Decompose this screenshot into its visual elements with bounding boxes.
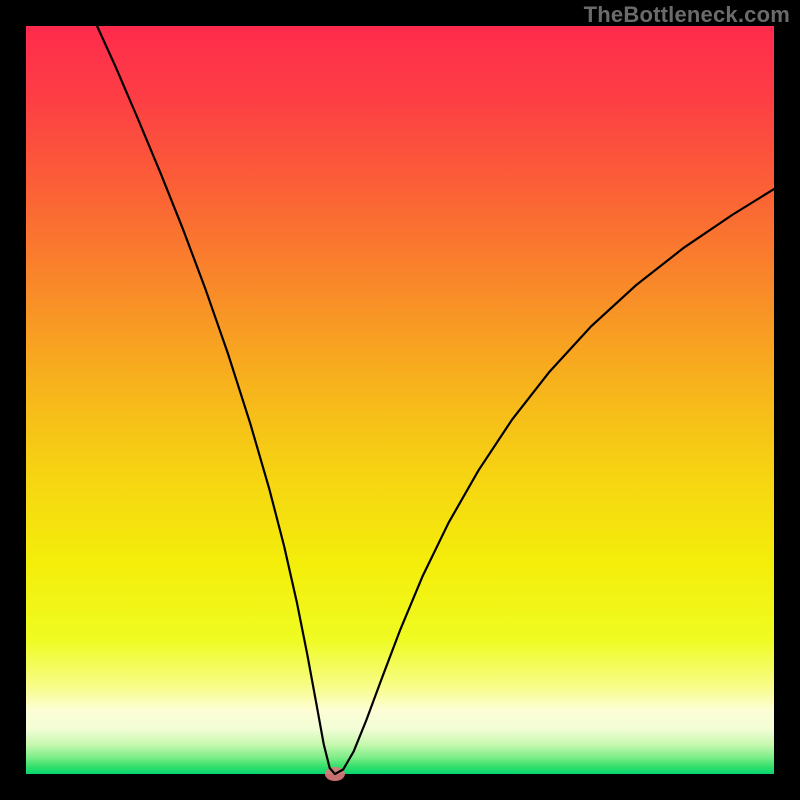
plot-background xyxy=(26,26,774,774)
chart-container: { "source_watermark": { "text": "TheBott… xyxy=(0,0,800,800)
bottleneck-chart xyxy=(0,0,800,800)
source-watermark: TheBottleneck.com xyxy=(584,2,790,28)
